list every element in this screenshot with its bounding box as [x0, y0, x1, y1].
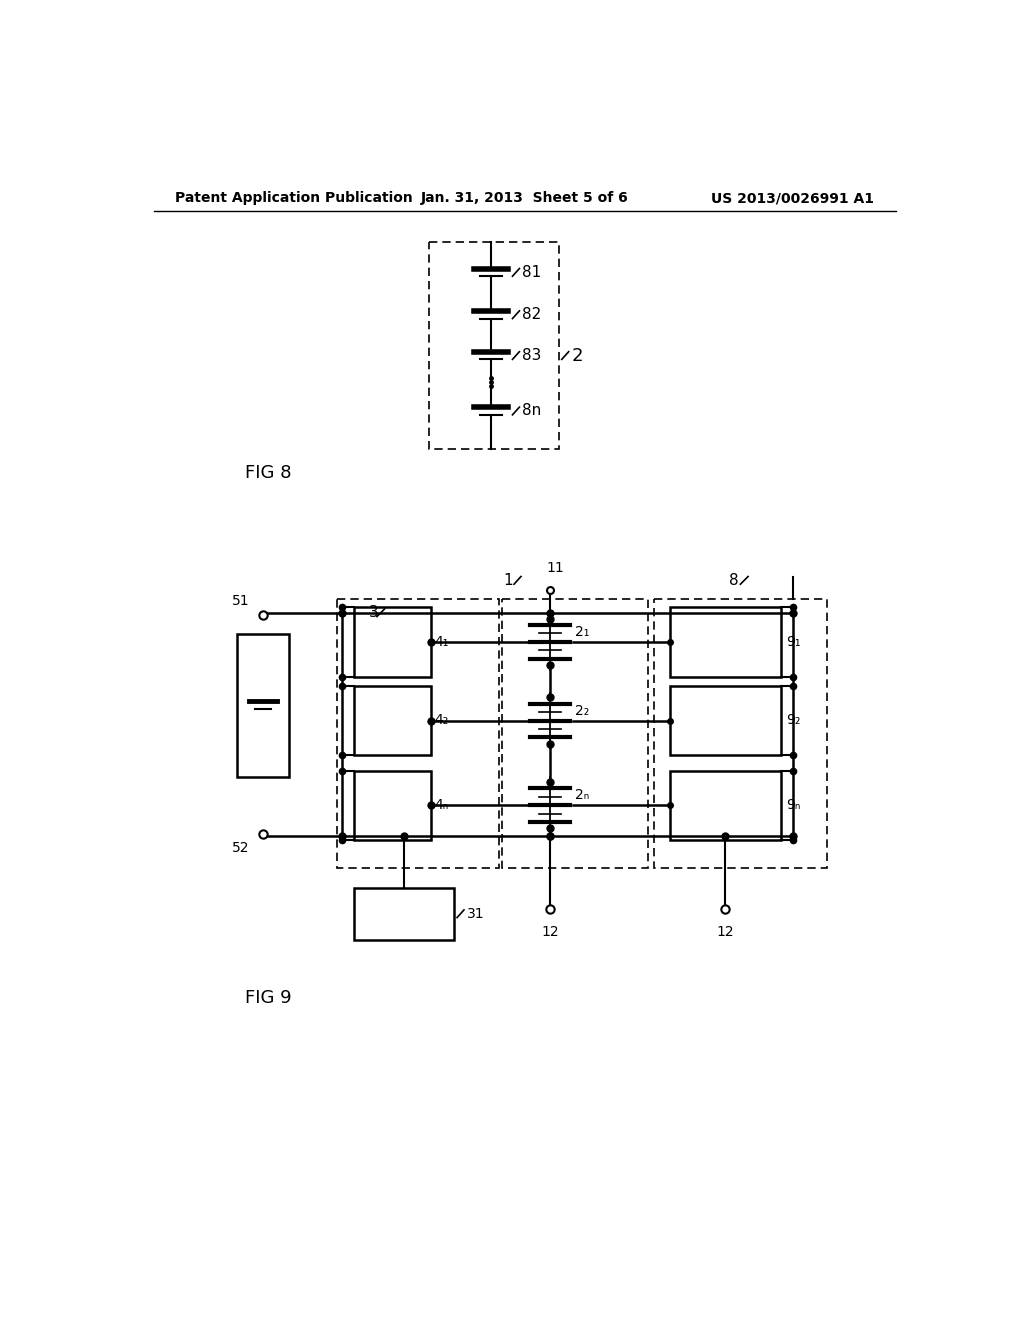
- Text: 2₁: 2₁: [574, 626, 589, 639]
- Text: 51: 51: [232, 594, 250, 609]
- Bar: [237, 635, 289, 776]
- Bar: [670, 771, 781, 840]
- Text: 2₂: 2₂: [574, 704, 589, 718]
- Text: 8n: 8n: [522, 404, 542, 418]
- Text: 4₁: 4₁: [434, 635, 449, 649]
- Text: 83: 83: [522, 348, 542, 363]
- Bar: [354, 887, 454, 940]
- Text: 81: 81: [522, 265, 542, 280]
- Text: 3: 3: [370, 605, 379, 620]
- Text: 4ₙ: 4ₙ: [434, 799, 449, 812]
- Text: 2: 2: [571, 347, 584, 364]
- Text: 9ₙ: 9ₙ: [785, 799, 800, 812]
- Text: 1: 1: [503, 573, 512, 587]
- Text: Jan. 31, 2013  Sheet 5 of 6: Jan. 31, 2013 Sheet 5 of 6: [421, 191, 629, 206]
- Bar: [354, 686, 431, 755]
- Text: 9₂: 9₂: [785, 714, 800, 727]
- Bar: [670, 686, 781, 755]
- Text: 52: 52: [232, 841, 250, 854]
- Text: 8: 8: [729, 573, 739, 587]
- Bar: [354, 771, 431, 840]
- Text: 11: 11: [547, 561, 564, 576]
- Bar: [670, 607, 781, 677]
- Text: 9₁: 9₁: [785, 635, 801, 649]
- Text: 12: 12: [542, 924, 559, 939]
- Text: Patent Application Publication: Patent Application Publication: [175, 191, 413, 206]
- Text: US 2013/0026991 A1: US 2013/0026991 A1: [712, 191, 874, 206]
- Text: 12: 12: [716, 924, 734, 939]
- Text: FIG 8: FIG 8: [245, 463, 291, 482]
- Text: 2ₙ: 2ₙ: [574, 788, 589, 803]
- Text: 31: 31: [467, 907, 484, 921]
- Bar: [354, 607, 431, 677]
- Text: FIG 9: FIG 9: [245, 989, 291, 1007]
- Text: 82: 82: [522, 308, 542, 322]
- Text: 4₂: 4₂: [434, 714, 449, 727]
